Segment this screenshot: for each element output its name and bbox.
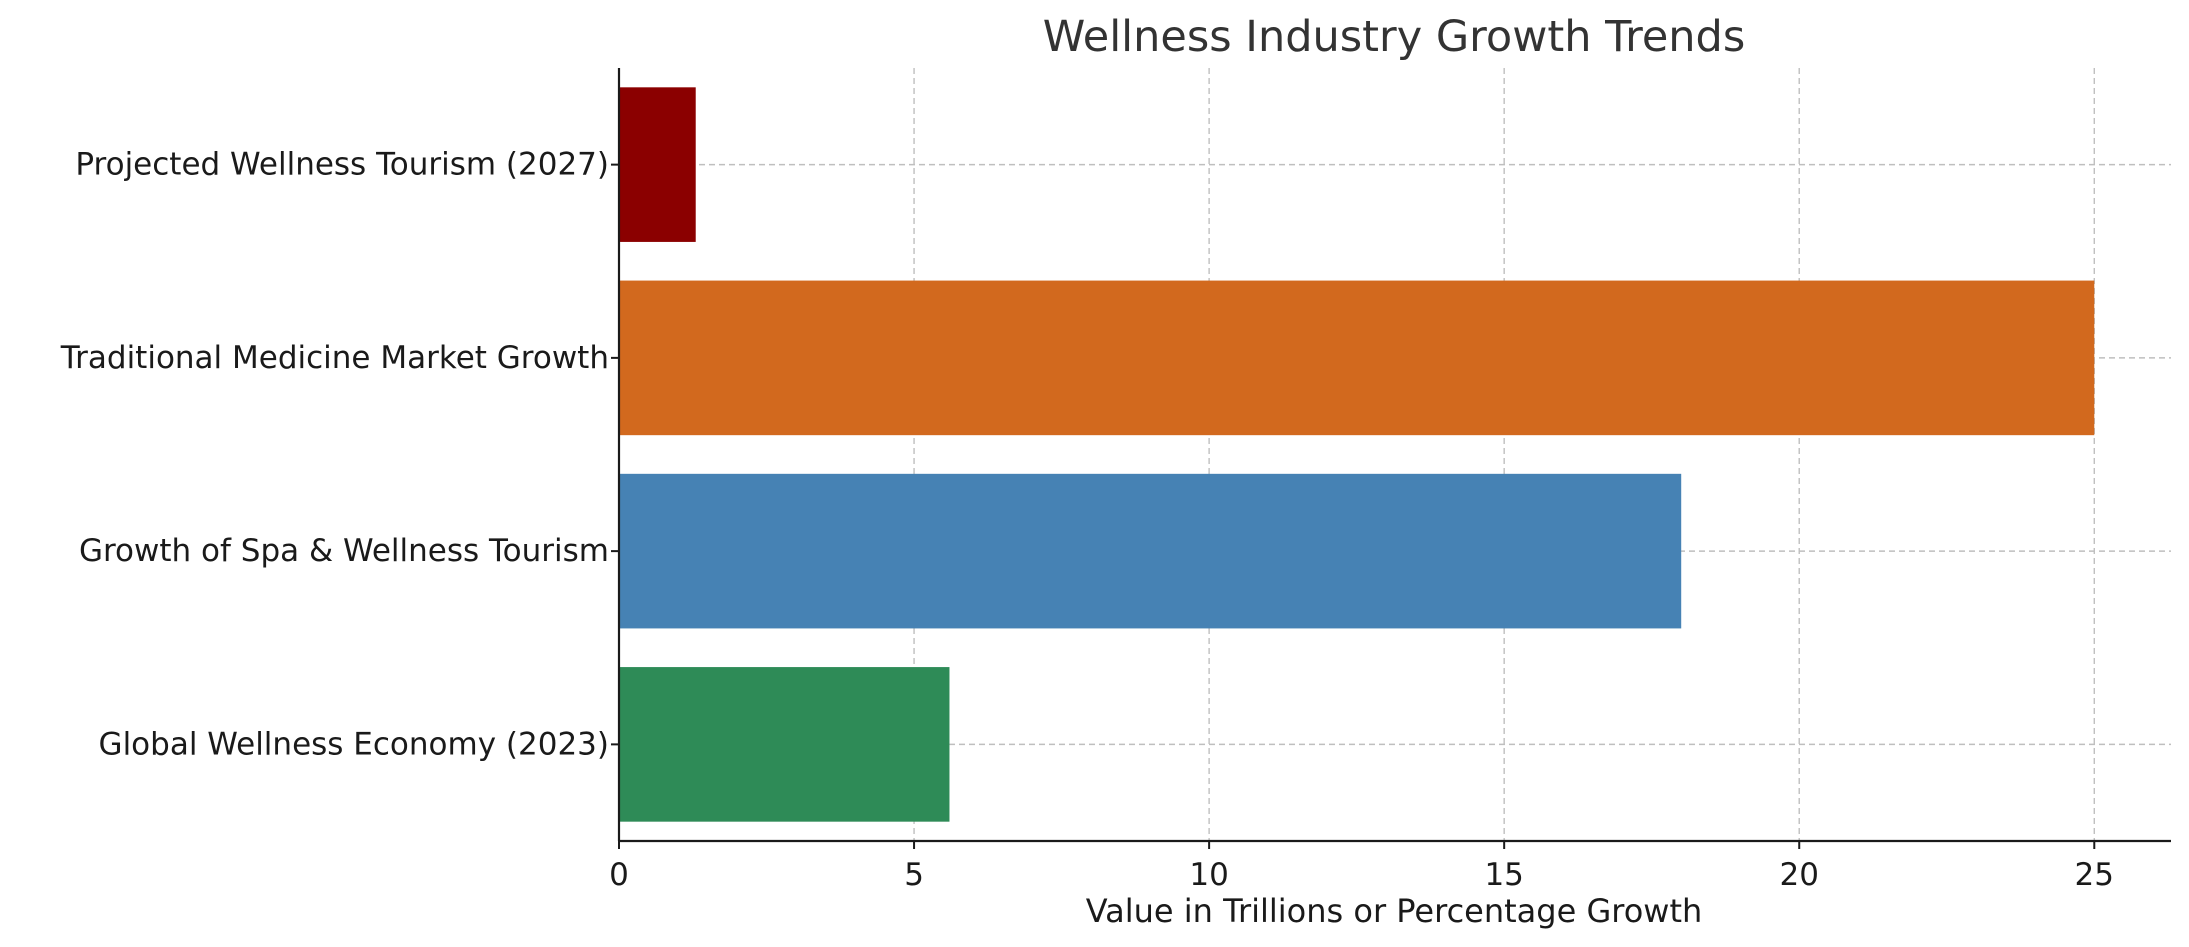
bar bbox=[619, 473, 1682, 629]
x-tick-label: 25 bbox=[2075, 857, 2114, 893]
x-tick-label: 5 bbox=[904, 857, 924, 893]
y-ticks: Global Wellness Economy (2023) Growth of … bbox=[60, 147, 619, 762]
y-tick-label: Projected Wellness Tourism (2027) bbox=[75, 147, 609, 183]
x-tick-label: 20 bbox=[1780, 857, 1819, 893]
x-tick-label: 0 bbox=[609, 857, 629, 893]
chart-title: Wellness Industry Growth Trends bbox=[1043, 12, 1745, 62]
bars bbox=[619, 87, 2095, 822]
x-tick-label: 10 bbox=[1189, 857, 1228, 893]
bar bbox=[619, 280, 2095, 436]
bar bbox=[619, 667, 950, 822]
y-tick-label: Traditional Medicine Market Growth bbox=[60, 340, 609, 376]
axes bbox=[617, 68, 2171, 843]
x-tick-label: 15 bbox=[1484, 857, 1523, 893]
x-ticks: 0 5 10 15 20 25 bbox=[609, 841, 2114, 893]
bar bbox=[619, 87, 696, 242]
y-tick-label: Global Wellness Economy (2023) bbox=[99, 726, 609, 762]
x-axis-label: Value in Trillions or Percentage Growth bbox=[1086, 892, 1703, 930]
y-tick-label: Growth of Spa & Wellness Tourism bbox=[79, 533, 609, 569]
